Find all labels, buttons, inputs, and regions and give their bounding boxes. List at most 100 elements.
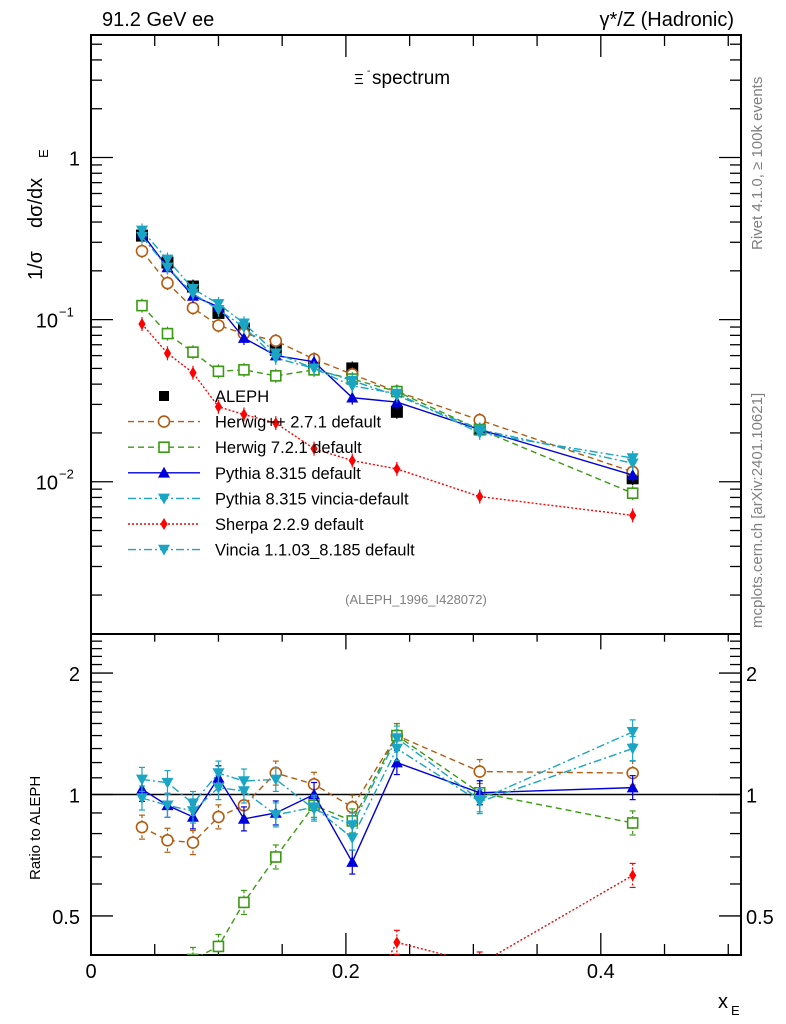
data-point [473, 428, 486, 439]
legend-entry: Pythia 8.315 default [128, 465, 361, 483]
ratio-data-point [137, 964, 147, 974]
ratio-series-pythia-8-315-vincia-default [135, 719, 639, 838]
ratio-data-point [626, 743, 639, 755]
series-herwig-2-7-1-default [135, 244, 639, 479]
ratio-data-point [212, 940, 225, 953]
legend-marker [158, 466, 170, 478]
data-point [161, 254, 174, 266]
ratio-data-point [393, 936, 401, 949]
ratio-data-point [272, 972, 279, 984]
legend-marker [158, 441, 170, 454]
plot-title: Ξ - spectrum [354, 66, 450, 89]
data-point [269, 353, 282, 364]
data-point [136, 299, 148, 312]
ratio-data-point [237, 812, 250, 824]
ratio-data-point [476, 958, 483, 970]
data-point [187, 346, 199, 358]
y-tick-label: 10 −1 [36, 305, 74, 333]
data-point [186, 288, 199, 300]
data-point [348, 454, 356, 467]
ylabel-part-b: dσ/dx [25, 178, 47, 228]
xlabel-subscript: E [731, 1003, 740, 1018]
ratio-data-point [310, 999, 317, 1011]
legend-label: Herwig 7.2.1 default [215, 439, 362, 457]
ratio-y-tick-label-right: 0.5 [746, 907, 774, 929]
ratio-data-point [186, 806, 199, 818]
y-tick-label-exponent: −1 [59, 305, 74, 320]
ratio-data-point [135, 820, 149, 834]
main-axes: 110−110−2 [36, 35, 741, 596]
data-point [161, 276, 174, 290]
y-tick-label: 10 −2 [36, 467, 74, 495]
xlabel-base: x [718, 991, 728, 1013]
ratio-data-point [626, 781, 639, 793]
ratio-data-point [212, 768, 225, 780]
ratio-data-point [161, 800, 174, 812]
ratio-axes: 0 0.2 0.4 2 2 1 1 0.5 0.5 [52, 633, 774, 983]
legend-entry: ALEPH [159, 388, 269, 406]
ratio-data-point [473, 765, 487, 778]
legend-label: Sherpa 2.2.9 default [215, 516, 364, 534]
ratio-data-point [346, 856, 359, 867]
data-point [212, 304, 225, 316]
legend-label: Vincia 1.1.03_8.185 default [215, 542, 415, 560]
legend-marker [160, 518, 168, 530]
ratio-y-tick-label-left: 1 [69, 786, 80, 808]
ratio-data-point [240, 999, 247, 1011]
legend-entry: Herwig 7.2.1 default [128, 439, 362, 457]
series-pythia-8-315-default [135, 226, 639, 483]
x-tick-label: 0.4 [587, 961, 615, 983]
legend-label: ALEPH [215, 388, 269, 406]
data-point [393, 462, 401, 475]
ratio-data-point [626, 727, 639, 738]
ratio-data-point [349, 1018, 356, 1024]
series-line [141, 250, 633, 473]
main-series-layer [135, 223, 639, 523]
ratio-data-point [186, 836, 200, 849]
ratio-y-tick-label-left: 0.5 [52, 907, 80, 929]
data-point [189, 366, 197, 379]
y-tick-label-base: 10 [36, 473, 58, 495]
title-symbol: Ξ [354, 71, 364, 88]
ratio-data-point [212, 810, 225, 824]
rivet-version-label: Rivet 4.1.0, ≥ 100k events [749, 77, 766, 250]
series-pythia-8-315-vincia-default [135, 223, 639, 471]
ratio-series-pythia-8-315-default [135, 749, 639, 875]
ratio-y-tick-label-left: 2 [69, 664, 80, 686]
data-point [476, 490, 484, 503]
ratio-y-tick-label-right: 2 [746, 664, 757, 686]
ratio-series-sherpa-2-2-9-default [189, 862, 637, 1024]
legend-marker [157, 415, 171, 428]
ratio-y-tick-label-right: 1 [746, 786, 757, 808]
legend-entry: Vincia 1.1.03_8.185 default [128, 542, 415, 560]
ratio-data-point [189, 1005, 196, 1017]
ylabel-part-a: 1/σ [25, 250, 47, 280]
ratio-series-layer [135, 719, 639, 1024]
energy-label: 91.2 GeV ee [102, 9, 214, 31]
legend-label: Pythia 8.315 vincia-default [215, 490, 409, 508]
legend-marker [158, 493, 170, 505]
series-line [141, 305, 633, 494]
data-point [310, 442, 318, 455]
data-point [626, 487, 639, 499]
data-point [212, 319, 225, 332]
y-tick-label: 1 [69, 149, 80, 171]
legend: ALEPH Herwig++ 2.7.1 default Herwig 7.2.1 … [128, 388, 415, 560]
legend-marker [159, 391, 169, 401]
ratio-series-line [141, 734, 633, 844]
ratio-series-vincia-1-1-03-8-185-default [135, 735, 639, 851]
data-point [272, 417, 280, 430]
process-label: γ*/Z (Hadronic) [600, 9, 734, 31]
ratio-data-point [187, 953, 199, 955]
data-point [214, 400, 223, 413]
ratio-data-point [161, 833, 174, 847]
ratio-data-point [135, 793, 148, 805]
ratio-data-point [269, 774, 282, 786]
legend-entry: Pythia 8.315 vincia-default [128, 490, 409, 508]
ratio-data-point [629, 869, 637, 882]
data-point [390, 405, 403, 418]
ratio-data-point [238, 896, 250, 909]
title-text: spectrum [372, 68, 450, 89]
data-point [626, 469, 639, 480]
